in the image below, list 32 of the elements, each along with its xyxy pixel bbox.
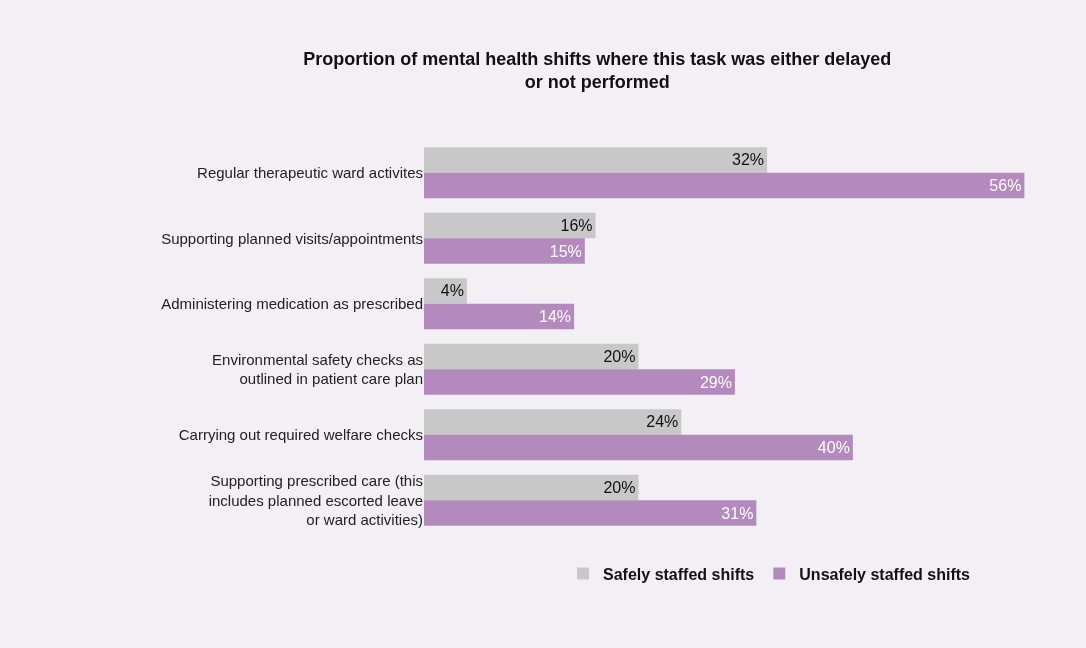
bar xyxy=(424,434,853,461)
bar xyxy=(424,500,757,526)
data-label: 29% xyxy=(699,373,732,391)
bar xyxy=(424,409,682,435)
bar xyxy=(424,343,639,370)
data-label: 14% xyxy=(539,308,572,326)
bar xyxy=(424,212,596,239)
bar xyxy=(424,474,639,501)
data-label: 24% xyxy=(646,413,679,431)
y-tick-label: Supporting planned visits/appointments xyxy=(161,229,423,247)
data-label: 31% xyxy=(721,504,754,522)
y-tick-label: Environmental safety checks as outlined in patient care plan xyxy=(212,350,423,388)
y-tick-label: Regular therapeutic ward activites xyxy=(197,164,423,181)
data-label: 16% xyxy=(560,216,593,234)
data-label: 15% xyxy=(549,242,582,260)
data-label: 20% xyxy=(603,347,636,365)
bar xyxy=(424,303,575,330)
bar xyxy=(424,172,1025,199)
y-tick-label: Administering medication as prescribed xyxy=(161,295,423,312)
data-label: 4% xyxy=(440,282,464,300)
bar xyxy=(424,369,735,395)
y-tick-label: Supporting prescribed care (this includes planned escorted leave or ward activities) xyxy=(208,472,423,528)
data-label: 32% xyxy=(732,151,765,169)
data-label: 40% xyxy=(817,439,850,457)
chart-title: Proportion of mental health shifts where this task was either delayed or not performed xyxy=(303,48,892,93)
legend-label: Unsafely staffed shifts xyxy=(799,565,971,583)
legend-label: Safely staffed shifts xyxy=(603,565,755,583)
data-label: 56% xyxy=(989,177,1022,195)
bar xyxy=(424,238,585,264)
bar xyxy=(424,147,768,173)
data-label: 20% xyxy=(603,478,636,496)
y-tick-label: Carrying out required welfare checks xyxy=(178,426,423,443)
